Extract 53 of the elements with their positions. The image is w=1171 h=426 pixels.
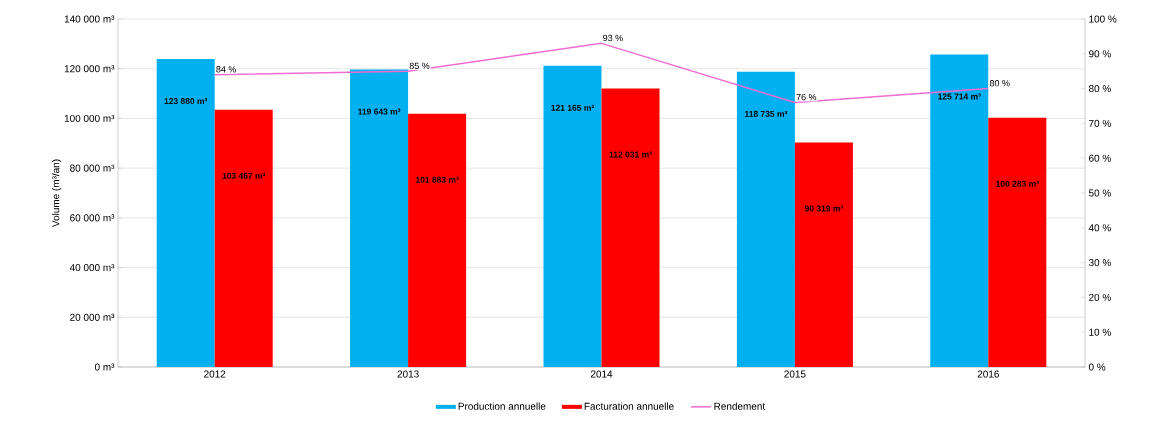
- y2-tick-label: 30 %: [1088, 259, 1111, 267]
- y-tick-label: 120 000 m³: [64, 65, 115, 73]
- y-tick-label: 100 000 m³: [64, 114, 115, 122]
- data-label: 100 283 m³: [996, 180, 1039, 187]
- data-label: 121 165 m³: [551, 104, 594, 111]
- bar: [794, 142, 853, 367]
- bar: [214, 109, 273, 367]
- legend-label: Production annuelle: [458, 402, 546, 410]
- legend-label: Facturation annuelle: [584, 402, 674, 410]
- y2-tick-label: 0 %: [1088, 363, 1106, 371]
- y2-tick-label: 10 %: [1089, 328, 1111, 336]
- legend-label: Rendement: [714, 402, 766, 410]
- y-tick-label: 40 000 m³: [69, 264, 115, 272]
- data-label: 119 643 m³: [358, 108, 401, 115]
- x-tick-label: 2016: [977, 370, 999, 378]
- y2-tick-label: 20 %: [1089, 293, 1111, 301]
- data-label: 118 735 m³: [745, 110, 788, 117]
- data-label: 125 714 m³: [938, 93, 981, 100]
- y2-tick-label: 90 %: [1089, 50, 1111, 58]
- x-tick-label: 2012: [204, 370, 226, 378]
- bar: [408, 113, 467, 367]
- x-tick-label: 2013: [397, 370, 419, 378]
- data-label: 76 %: [796, 93, 817, 101]
- bar: [736, 71, 795, 367]
- y-tick-label: 0 m³: [94, 363, 115, 371]
- y2-tick-label: 70 %: [1089, 119, 1111, 127]
- data-label: 90 319 m³: [804, 205, 844, 212]
- data-label: 93 %: [603, 34, 623, 42]
- y-axis-title: Volume (m³/an): [51, 159, 62, 227]
- data-label: 123 880 m³: [164, 98, 208, 105]
- bar: [988, 117, 1047, 367]
- y2-tick-label: 80 %: [1088, 85, 1111, 93]
- y2-tick-label: 40 %: [1088, 224, 1111, 232]
- y2-tick-label: 60 %: [1089, 154, 1111, 162]
- data-label: 103 467 m³: [222, 172, 266, 179]
- bar: [930, 54, 989, 367]
- bar: [156, 59, 215, 367]
- bar: [350, 69, 409, 367]
- x-tick-label: 2014: [590, 370, 613, 378]
- bar: [601, 88, 660, 367]
- x-tick-label: 2015: [784, 370, 806, 378]
- y-tick-label: 80 000 m³: [70, 164, 115, 172]
- y-tick-label: 20 000 m³: [70, 313, 115, 321]
- data-label: 80 %: [989, 80, 1010, 87]
- data-label: 85 %: [409, 62, 430, 69]
- bar: [543, 65, 602, 367]
- data-label: 112 031 m³: [609, 151, 652, 158]
- y-tick-label: 60 000 m³: [70, 214, 115, 222]
- y-tick-label: 140 000 m³: [64, 15, 115, 23]
- data-label: 84 %: [216, 66, 237, 73]
- y2-tick-label: 50 %: [1088, 189, 1111, 197]
- data-label: 101 883 m³: [415, 176, 459, 183]
- y2-tick-label: 100 %: [1089, 15, 1117, 23]
